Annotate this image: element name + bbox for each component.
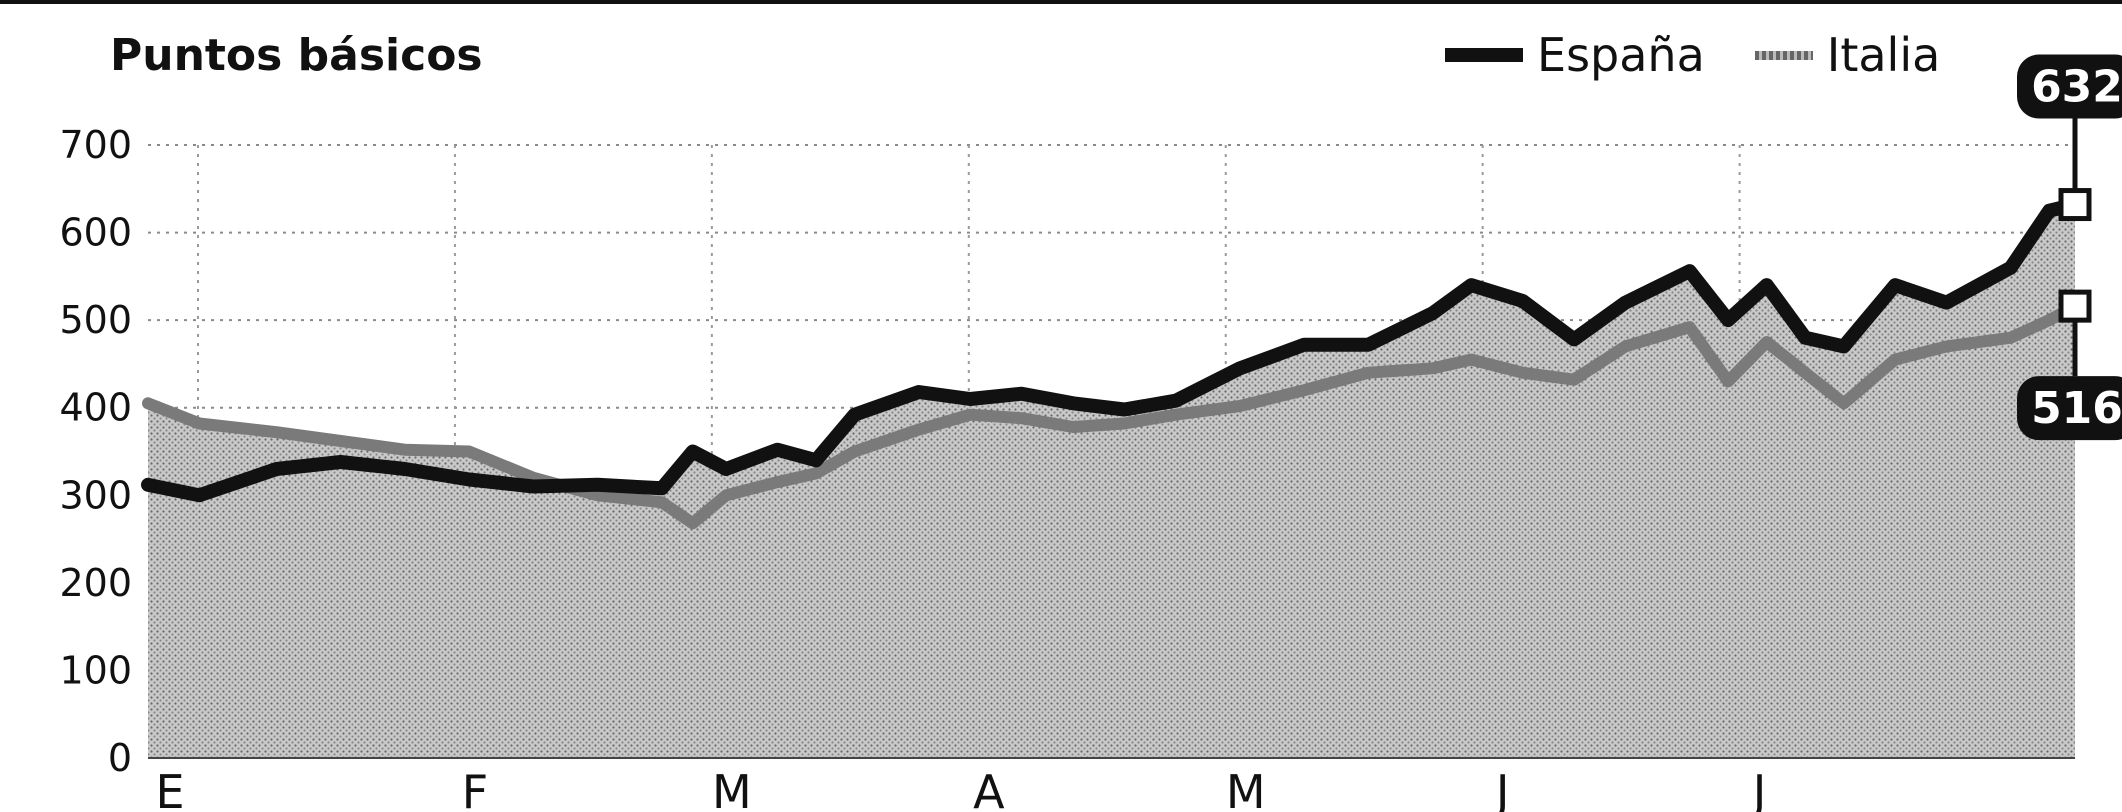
y-tick-label: 300 [59, 473, 132, 517]
end-marker [2058, 289, 2092, 323]
line-layer [141, 197, 2082, 530]
x-tick-label: E [155, 765, 184, 812]
x-tick-label: J [1750, 765, 1767, 812]
y-tick-label: 600 [59, 211, 132, 255]
series-line-espana [141, 197, 2082, 503]
area-fill [148, 204, 2075, 758]
y-tick-label: 700 [59, 123, 132, 167]
y-tick-label: 0 [108, 736, 132, 780]
legend-swatch-espana [1445, 48, 1523, 62]
legend: España Italia [1445, 28, 1940, 82]
x-tick-label: M [1226, 765, 1266, 812]
callout-box [2017, 54, 2122, 119]
x-tick-label: J [1493, 765, 1510, 812]
y-tick-label: 500 [59, 298, 132, 342]
y-tick-label: 400 [59, 386, 132, 430]
x-tick-label: F [462, 765, 488, 812]
axis-layer: 0 100 200 300 400 500 600 700 E F M A M J J [59, 123, 2075, 812]
legend-swatch-italia [1754, 50, 1813, 60]
callout-label: 516 [2031, 383, 2122, 434]
end-marker [2058, 188, 2092, 222]
callout-label: 632 [2031, 62, 2122, 113]
legend-label-italia: Italia [1826, 28, 1941, 82]
x-tick-label: A [973, 765, 1005, 812]
top-rule [0, 0, 2122, 4]
callout-box [2017, 376, 2122, 441]
legend-item-italia: Italia [1754, 28, 1941, 82]
callout-layer: 632 516 [2017, 54, 2122, 441]
area-layer [148, 204, 2075, 758]
legend-item-espana: España [1445, 28, 1705, 82]
y-tick-label: 200 [59, 561, 132, 605]
x-tick-label: M [712, 765, 752, 812]
y-tick-label: 100 [59, 648, 132, 692]
chart-title: Puntos básicos [110, 30, 483, 81]
legend-label-espana: España [1537, 28, 1705, 82]
